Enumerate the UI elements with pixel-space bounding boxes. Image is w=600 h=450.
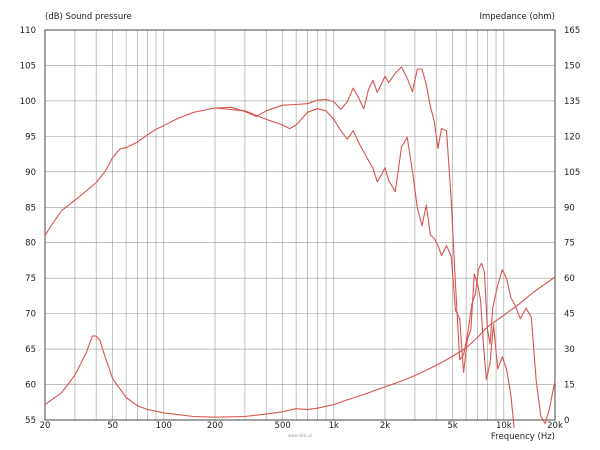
left-tick-label: 65 — [25, 345, 36, 355]
right-tick-label: 135 — [564, 97, 580, 107]
right-tick-label: 15 — [564, 381, 575, 391]
x-tick-label: 2k — [380, 421, 390, 431]
left-tick-label: 100 — [20, 97, 36, 107]
x-axis-ticks: 20 50 100 200 500 1k 2k 5k 10k 20k — [40, 421, 563, 431]
right-tick-label: 45 — [564, 310, 575, 320]
curves — [44, 66, 556, 429]
x-tick-label: 100 — [156, 421, 172, 431]
grid-lines — [45, 30, 555, 420]
x-tick-label: 10k — [496, 421, 512, 431]
right-tick-label: 60 — [564, 274, 575, 284]
left-axis-title: (dB) Sound pressure — [45, 12, 132, 22]
watermark: www.lddc.pl — [288, 433, 312, 438]
left-tick-label: 60 — [25, 381, 36, 391]
x-tick-label: 200 — [207, 421, 223, 431]
series-line-2 — [214, 107, 515, 429]
left-tick-label: 95 — [25, 132, 36, 142]
right-axis-ticks: 0 15 30 45 60 75 90 105 120 135 150 165 — [564, 26, 580, 426]
left-tick-label: 85 — [25, 203, 36, 213]
left-axis-ticks: 55 60 65 70 75 80 85 90 95 100 105 110 — [20, 26, 36, 426]
right-tick-label: 75 — [564, 239, 575, 249]
left-tick-label: 110 — [20, 26, 36, 36]
series-line-1 — [44, 66, 556, 425]
right-tick-label: 150 — [564, 61, 580, 71]
left-tick-label: 105 — [20, 61, 36, 71]
x-tick-label: 500 — [275, 421, 291, 431]
x-tick-label: 20k — [547, 421, 563, 431]
x-tick-label: 1k — [329, 421, 339, 431]
right-tick-label: 120 — [564, 132, 580, 142]
x-tick-label: 50 — [107, 421, 118, 431]
left-tick-label: 80 — [25, 239, 36, 249]
left-tick-label: 75 — [25, 274, 36, 284]
x-axis-title: Frequency (Hz) — [491, 432, 555, 442]
left-tick-label: 90 — [25, 168, 36, 178]
left-tick-label: 55 — [25, 416, 36, 426]
right-tick-label: 105 — [564, 168, 580, 178]
x-tick-label: 5k — [447, 421, 457, 431]
right-tick-label: 165 — [564, 26, 580, 36]
series-line-3 — [44, 276, 556, 418]
right-tick-label: 0 — [564, 416, 569, 426]
plot-frame — [44, 29, 556, 421]
left-tick-label: 70 — [25, 310, 36, 320]
x-tick-label: 20 — [40, 421, 51, 431]
right-axis-title: Impedance (ohm) — [479, 12, 555, 22]
right-tick-label: 30 — [564, 345, 575, 355]
right-tick-label: 90 — [564, 203, 575, 213]
